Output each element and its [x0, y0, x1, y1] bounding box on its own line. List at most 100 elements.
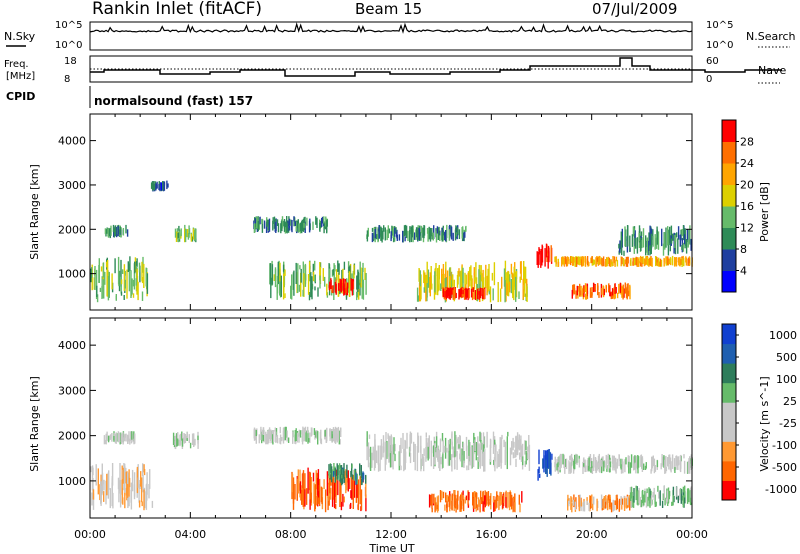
echo-cell	[289, 219, 292, 226]
echo-cell	[491, 272, 494, 281]
echo-cell	[622, 461, 624, 474]
echo-cell	[514, 502, 516, 513]
echo-cell	[255, 430, 257, 437]
echo-cell	[274, 427, 276, 432]
echo-cell	[377, 463, 380, 472]
echo-cell	[332, 473, 334, 498]
echo-cell	[476, 284, 478, 292]
colorbar-swatch	[722, 363, 736, 384]
echo-cell	[626, 286, 628, 294]
echo-cell	[645, 256, 648, 265]
echo-cell	[539, 473, 541, 478]
echo-cell	[464, 231, 466, 238]
echo-cell	[622, 284, 624, 294]
echo-cell	[351, 279, 353, 293]
echo-cell	[358, 279, 360, 286]
echo-cell	[296, 432, 299, 443]
echo-cell	[569, 462, 571, 472]
echo-cell	[430, 266, 432, 285]
echo-cell	[359, 476, 361, 505]
echo-cell	[162, 181, 165, 192]
echo-cell	[114, 258, 116, 274]
echo-cell	[486, 275, 488, 296]
cpid-program: normalsound (fast) 157	[94, 94, 253, 108]
echo-cell	[447, 287, 449, 296]
echo-cell	[468, 439, 470, 462]
echo-cell	[331, 479, 334, 507]
echo-cell	[284, 426, 286, 441]
echo-cell	[138, 262, 141, 273]
echo-cell	[353, 469, 356, 498]
echo-cell	[652, 491, 654, 498]
echo-cell	[391, 436, 393, 451]
echo-cell	[136, 466, 139, 494]
echo-cell	[427, 438, 429, 449]
echo-cell	[644, 491, 646, 503]
echo-cell	[319, 222, 321, 232]
echo-cell	[448, 229, 451, 241]
echo-cell	[376, 234, 378, 240]
echo-cell	[630, 454, 633, 468]
echo-cell	[571, 457, 573, 462]
echo-cell	[627, 290, 630, 297]
echo-cell	[583, 286, 585, 294]
echo-cell	[602, 285, 604, 296]
echo-cell	[470, 265, 472, 281]
echo-cell	[635, 238, 637, 249]
echo-cell	[320, 438, 323, 445]
echo-cell	[442, 440, 444, 454]
echo-cell	[141, 501, 143, 507]
echo-cell	[621, 256, 623, 265]
echo-cell	[515, 458, 517, 467]
echo-cell	[141, 291, 144, 301]
echo-cell	[591, 287, 593, 296]
echo-cell	[122, 497, 124, 505]
echo-cell	[420, 435, 422, 453]
echo-cell	[299, 481, 302, 494]
echo-cell	[409, 453, 412, 464]
echo-cell	[283, 261, 285, 267]
echo-cell	[107, 472, 109, 499]
echo-cell	[670, 461, 672, 473]
echo-cell	[142, 463, 144, 476]
echo-cell	[335, 283, 337, 295]
echo-cell	[391, 225, 393, 236]
echo-cell	[590, 467, 592, 473]
echo-cell	[188, 434, 190, 443]
echo-cell	[320, 486, 323, 503]
echo-cell	[681, 495, 683, 501]
echo-cell	[455, 434, 457, 457]
echo-cell	[155, 183, 157, 191]
echo-cell	[515, 276, 517, 302]
nsearch-tick-bottom: 10^0	[706, 40, 733, 51]
echo-cell	[333, 482, 336, 509]
echo-cell	[96, 285, 98, 297]
echo-cell	[642, 256, 644, 265]
y-tick-label: 2000	[58, 223, 86, 236]
echo-cell	[636, 491, 638, 505]
echo-cell	[511, 441, 513, 455]
echo-cell	[276, 275, 279, 294]
echo-cell	[554, 456, 556, 472]
echo-cell	[436, 226, 439, 234]
echo-cell	[95, 464, 97, 486]
echo-cell	[441, 433, 444, 442]
echo-cell	[107, 228, 109, 237]
echo-cell	[106, 227, 108, 234]
echo-cell	[193, 433, 195, 447]
echo-cell	[504, 450, 506, 466]
echo-cell	[315, 431, 317, 438]
echo-cell	[550, 245, 552, 262]
echo-cell	[656, 229, 658, 245]
echo-cell	[177, 237, 180, 243]
echo-cell	[570, 496, 572, 510]
echo-cell	[667, 457, 669, 463]
echo-cell	[630, 258, 632, 266]
echo-cell	[649, 497, 651, 508]
echo-cell	[679, 234, 682, 241]
echo-cell	[444, 445, 446, 453]
echo-cell	[558, 456, 560, 466]
colorbar-swatch	[722, 441, 736, 462]
echo-cell	[350, 470, 352, 478]
echo-cell	[436, 275, 438, 295]
